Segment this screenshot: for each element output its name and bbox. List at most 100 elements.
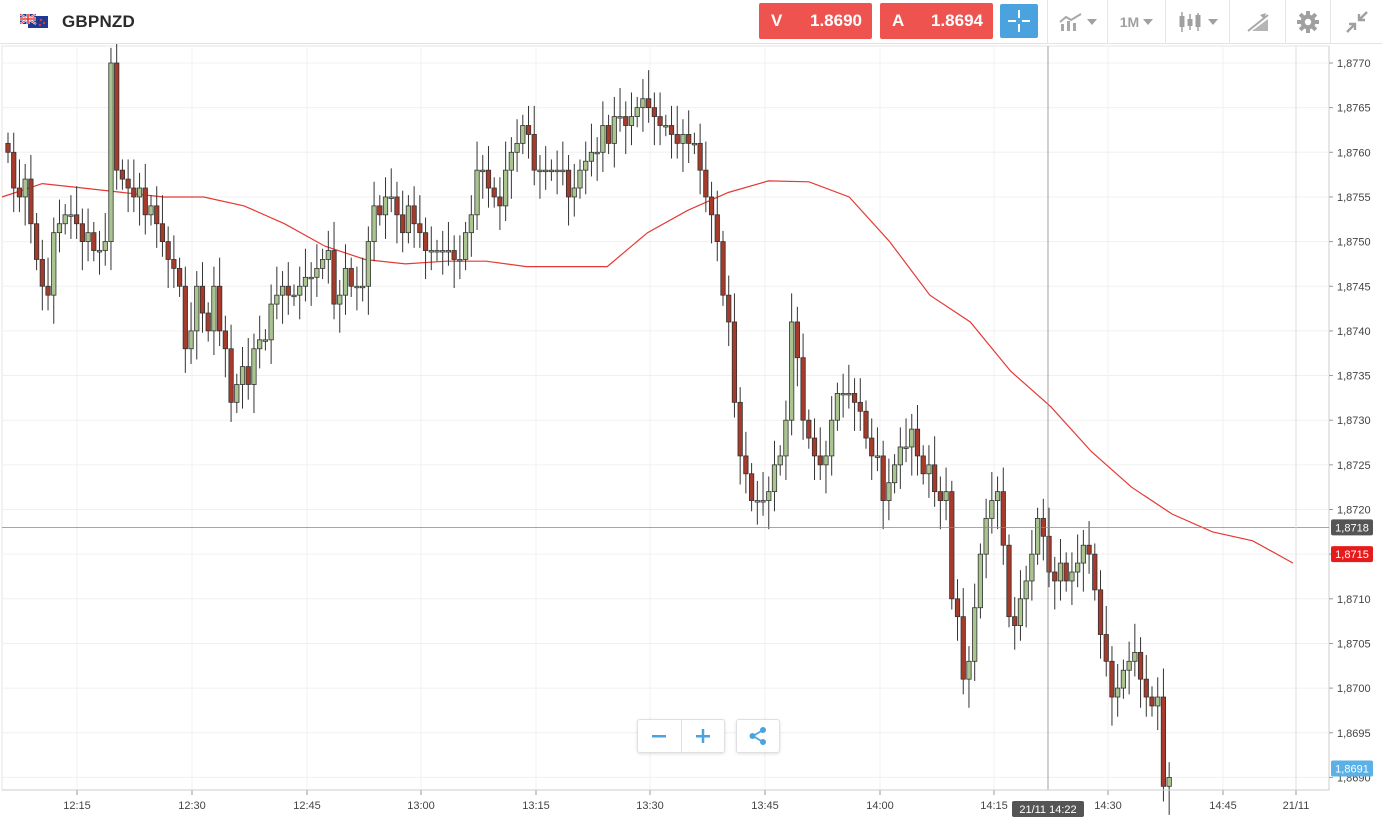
candle (1155, 677, 1161, 731)
candle (771, 440, 778, 512)
candle (417, 195, 423, 248)
candle-body-up (314, 267, 320, 278)
candle (823, 440, 829, 494)
sell-price: 1.8690 (810, 11, 862, 30)
candle-body-down (794, 321, 800, 359)
candle (205, 302, 211, 342)
y-tick-label: 1,8760 (1337, 147, 1371, 159)
share-button[interactable] (736, 719, 780, 753)
indicators-dropdown[interactable] (1047, 0, 1107, 44)
candle-body-down (119, 169, 125, 180)
candle-body-up (571, 187, 577, 198)
candle (165, 226, 171, 289)
candle (1029, 530, 1035, 601)
candle-body-up (691, 142, 698, 146)
candle (1012, 597, 1018, 650)
candle (182, 266, 188, 373)
candle-body-up (337, 294, 343, 305)
candle-body-up (428, 250, 434, 253)
candle-body-down (176, 267, 183, 287)
candle-body-down (348, 267, 354, 287)
candle (45, 257, 51, 311)
candle-body-down (74, 214, 80, 225)
candle-body-down (245, 366, 251, 385)
candle (102, 213, 108, 266)
candlestick-chart[interactable]: 21/11 14:22 1,87701,87651,87601,87551,87… (0, 44, 1382, 822)
candle-body-up (783, 419, 789, 457)
candle-body-up (342, 267, 349, 296)
candle (783, 400, 789, 481)
candle-body-up (279, 285, 286, 296)
candle (720, 230, 726, 306)
candle (285, 262, 291, 315)
candle-body-down (606, 125, 612, 144)
settings-button[interactable] (1285, 0, 1330, 44)
crosshair-time-badge: 21/11 14:22 (1012, 801, 1084, 817)
candlestick-icon (1179, 12, 1200, 32)
current-price-badge: 1,8715 (1331, 546, 1373, 563)
candle (51, 217, 57, 324)
moving-average-line (1, 180, 1294, 564)
buy-button[interactable]: A 1.8694 (880, 3, 993, 39)
candle (480, 154, 486, 199)
candle (708, 181, 715, 244)
candle (1132, 623, 1138, 677)
candle (462, 221, 469, 271)
candle-body-up (102, 241, 108, 251)
candle (789, 293, 795, 436)
candle (1000, 467, 1006, 565)
timeframe-dropdown[interactable]: 1M (1107, 0, 1165, 44)
candle-body-down (960, 616, 966, 680)
candle-body-up (989, 500, 995, 519)
crosshair-time-badge-bg (1012, 801, 1084, 817)
candle-body-down (114, 62, 120, 171)
candle-body-down (806, 419, 812, 439)
ask-price-badge-text: 1,8691 (1335, 763, 1369, 775)
candle-body-up (325, 250, 331, 260)
crosshair-button[interactable] (1000, 4, 1038, 38)
candle (1097, 570, 1104, 659)
candle-body-up (291, 294, 297, 298)
candle-body-up (462, 232, 469, 260)
candle-body-up (22, 178, 28, 198)
plot-area (1, 45, 1330, 791)
sell-button[interactable]: V 1.8690 (759, 3, 872, 39)
candles-layer (5, 44, 1172, 815)
candle (194, 271, 200, 360)
candle-body-up (96, 250, 103, 253)
candle (600, 101, 606, 172)
candle (583, 141, 589, 195)
crosshair-price-badge-bg (1331, 519, 1373, 536)
candle (354, 266, 360, 311)
candle-body-down (857, 401, 863, 412)
candle (34, 213, 40, 271)
candle (1069, 552, 1075, 606)
collapse-button[interactable] (1330, 0, 1382, 44)
candle (382, 177, 389, 239)
candle (62, 204, 68, 235)
candle (966, 646, 972, 708)
candle (525, 105, 532, 159)
buy-label: A (892, 11, 905, 30)
candle-body-down (228, 348, 234, 403)
candle-body-up (1075, 562, 1081, 573)
candle-body-up (840, 393, 846, 396)
zoom-in-button[interactable] (680, 720, 725, 752)
candle-body-up (926, 464, 932, 475)
chart-type-dropdown[interactable] (1165, 0, 1229, 44)
candle (960, 588, 966, 695)
candle (731, 293, 738, 418)
candle (176, 257, 183, 297)
candle (880, 440, 886, 530)
candle (800, 333, 806, 440)
time-axis: 12:15 12:30 12:45 13:00 13:15 13:30 13:45 14:00… (2, 789, 1329, 812)
candle-body-down (708, 196, 715, 216)
candle-body-down (171, 259, 177, 269)
candle (554, 150, 560, 195)
candle-body-up (520, 125, 526, 144)
candle-body-down (1000, 491, 1006, 546)
candle (474, 141, 480, 230)
candle (903, 418, 909, 463)
draw-tools-button[interactable] (1229, 0, 1285, 44)
zoom-out-button[interactable] (638, 720, 681, 752)
